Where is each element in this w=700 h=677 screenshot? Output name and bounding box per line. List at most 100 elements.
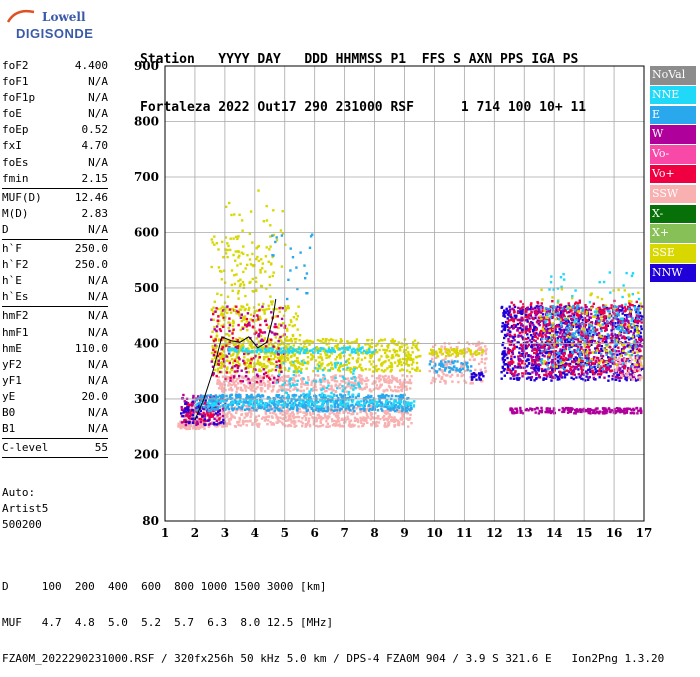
- echo-point: [482, 375, 485, 378]
- echo-point: [399, 395, 402, 399]
- echo-point: [302, 399, 305, 402]
- echo-point: [535, 305, 538, 308]
- echo-point: [399, 404, 402, 408]
- echo-point: [315, 407, 318, 410]
- echo-point: [223, 318, 226, 322]
- echo-point: [260, 417, 264, 420]
- echo-point: [275, 307, 278, 311]
- echo-point: [434, 377, 437, 381]
- echo-point: [480, 353, 484, 357]
- echo-point: [286, 412, 289, 415]
- echo-point: [356, 406, 360, 409]
- echo-point: [349, 404, 353, 407]
- echo-point: [306, 394, 309, 397]
- echo-point: [229, 376, 232, 380]
- echo-point: [359, 416, 362, 419]
- echo-point: [190, 417, 194, 420]
- echo-point: [372, 360, 375, 363]
- echo-point: [330, 352, 334, 355]
- echo-point: [306, 362, 310, 365]
- echo-point: [386, 402, 389, 406]
- echo-point: [639, 331, 642, 335]
- echo-point: [217, 322, 220, 325]
- echo-point: [629, 330, 633, 333]
- echo-point: [537, 305, 541, 308]
- echo-point: [582, 378, 585, 381]
- echo-point: [185, 412, 188, 415]
- echo-point: [322, 400, 325, 404]
- echo-point: [315, 380, 318, 383]
- echo-point: [186, 420, 189, 424]
- echo-point: [339, 383, 342, 386]
- echo-point: [554, 374, 557, 377]
- echo-point: [354, 419, 357, 422]
- echo-point: [393, 400, 396, 403]
- echo-point: [444, 380, 447, 383]
- echo-point: [533, 369, 536, 372]
- echo-point: [272, 411, 275, 414]
- echo-point: [240, 409, 244, 412]
- echo-point: [588, 368, 592, 371]
- echo-point: [228, 201, 231, 205]
- echo-point: [334, 376, 337, 380]
- echo-point: [265, 219, 269, 222]
- echo-point: [260, 389, 263, 393]
- echo-point: [349, 371, 353, 374]
- echo-point: [475, 378, 478, 381]
- echo-point: [220, 307, 223, 310]
- echo-point: [368, 360, 371, 363]
- echo-point: [251, 422, 254, 425]
- echo-point: [407, 353, 410, 356]
- echo-point: [234, 358, 237, 361]
- echo-point: [353, 416, 357, 420]
- echo-point: [322, 377, 325, 380]
- echo-point: [342, 418, 345, 422]
- echo-point: [278, 408, 281, 411]
- echo-point: [228, 317, 231, 320]
- echo-point: [308, 425, 312, 428]
- echo-point: [251, 319, 254, 322]
- echo-point: [338, 409, 342, 412]
- echo-point: [296, 405, 299, 409]
- echo-point: [307, 376, 310, 379]
- echo-point: [189, 410, 193, 413]
- echo-point: [286, 346, 289, 349]
- echo-point: [237, 323, 240, 327]
- echo-point: [385, 356, 388, 359]
- echo-point: [558, 354, 561, 357]
- echo-point: [255, 376, 258, 380]
- echo-point: [214, 360, 218, 363]
- echo-point: [244, 367, 248, 370]
- echo-point: [410, 363, 413, 366]
- echo-point: [387, 375, 390, 378]
- echo-point: [402, 350, 406, 353]
- echo-point: [228, 371, 232, 374]
- echo-point: [611, 362, 614, 365]
- echo-point: [326, 417, 329, 420]
- echo-point: [289, 384, 292, 388]
- echo-point: [214, 344, 217, 347]
- echo-point: [275, 395, 278, 398]
- echo-point: [275, 400, 279, 403]
- echo-point: [554, 331, 558, 334]
- echo-point: [269, 224, 272, 227]
- echo-point: [288, 339, 292, 342]
- echo-point: [410, 358, 414, 362]
- echo-point: [416, 341, 420, 345]
- echo-point: [295, 357, 299, 360]
- echo-point: [250, 350, 253, 353]
- echo-point: [279, 347, 283, 350]
- echo-point: [299, 410, 302, 413]
- echo-point: [336, 411, 340, 414]
- echo-point: [213, 243, 216, 246]
- echo-point: [387, 381, 391, 385]
- echo-point: [346, 402, 350, 405]
- echo-point: [340, 395, 343, 398]
- echo-point: [291, 363, 295, 367]
- echo-point: [294, 341, 297, 344]
- echo-point: [242, 401, 245, 404]
- echo-point: [330, 391, 333, 395]
- echo-point: [209, 412, 212, 415]
- echo-point: [278, 357, 281, 361]
- echo-point: [215, 402, 218, 406]
